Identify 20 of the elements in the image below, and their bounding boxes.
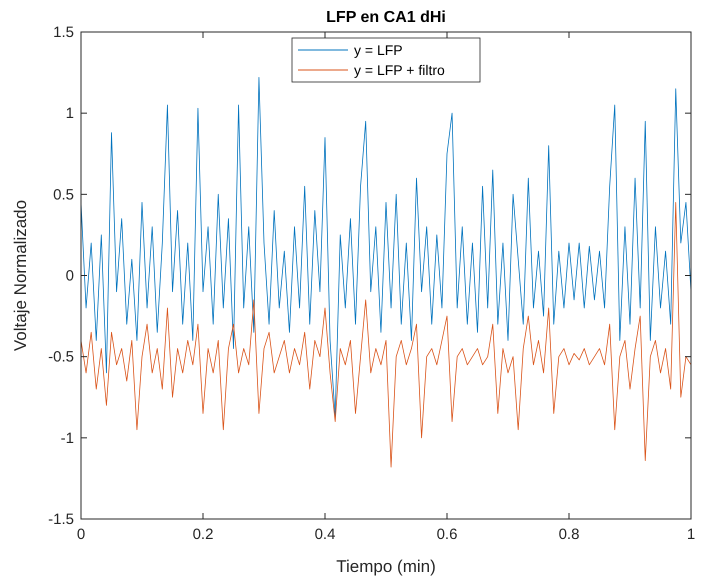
x-tick-label: 0.8 <box>558 526 580 543</box>
y-tick-label: -0.5 <box>48 348 74 366</box>
x-tick-label: 0.6 <box>436 526 458 543</box>
x-tick-label: 0.2 <box>192 526 214 543</box>
y-tick-label: 1.5 <box>53 24 74 41</box>
legend-label: y = LFP + filtro <box>354 62 445 78</box>
line-series <box>80 77 692 418</box>
y-axis-title: Voltaje Normalizado <box>11 200 30 352</box>
chart-title: LFP en CA1 dHi <box>326 9 446 26</box>
x-axis-title: Tiempo (min) <box>336 557 436 576</box>
y-tick-label: 1 <box>66 105 74 122</box>
y-tick-label: 0.5 <box>53 186 74 204</box>
line-series <box>80 202 692 468</box>
y-tick-label: -1.5 <box>48 511 74 528</box>
x-tick-label: 0 <box>76 526 86 543</box>
legend-label: y = LFP <box>354 42 403 58</box>
y-tick-label: -1 <box>60 430 74 447</box>
x-tick-label: 1 <box>686 526 696 543</box>
x-tick-label: 0.4 <box>314 526 336 543</box>
y-tick-label: 0 <box>66 268 74 284</box>
